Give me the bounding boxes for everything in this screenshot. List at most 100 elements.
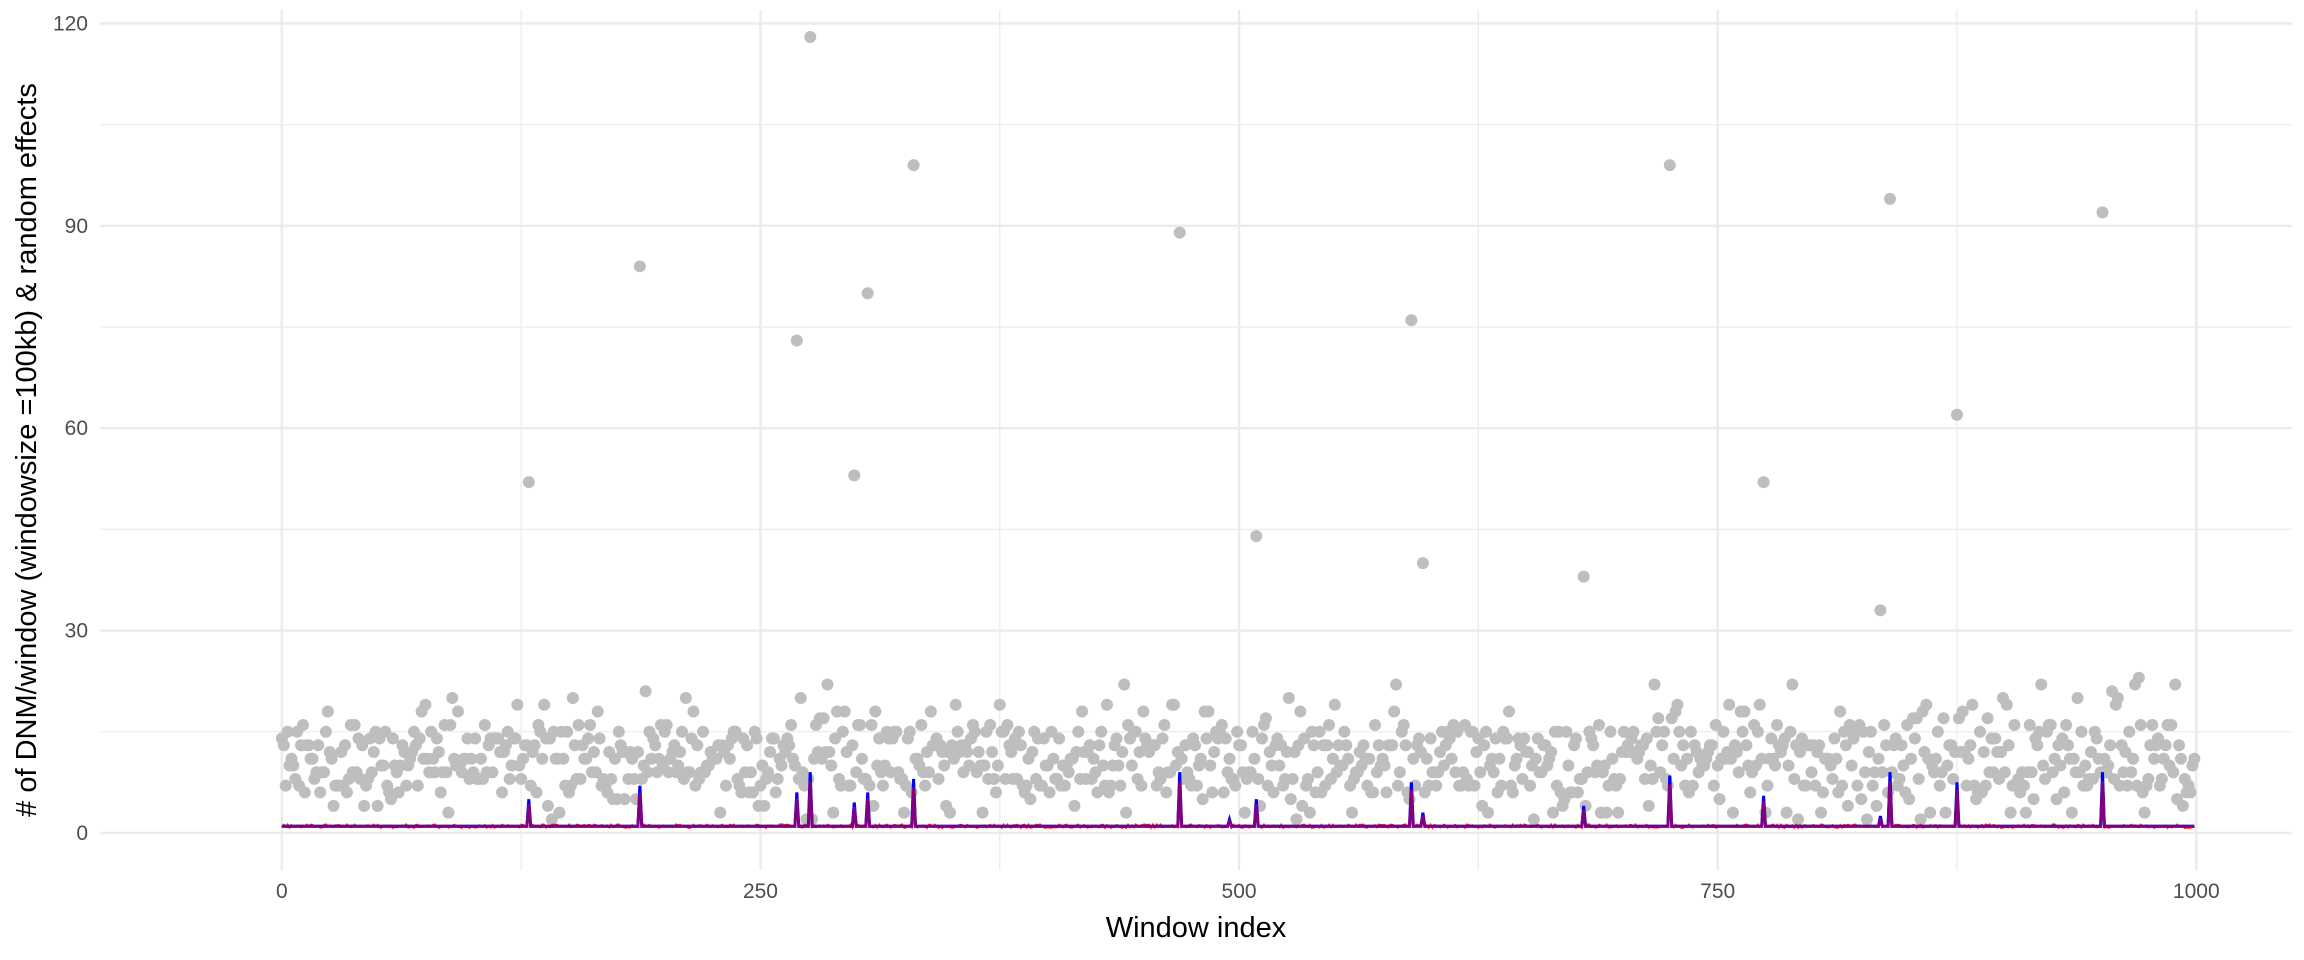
x-tick-label: 0 xyxy=(276,880,288,903)
data-point xyxy=(1506,786,1519,799)
data-point xyxy=(861,287,874,300)
data-point xyxy=(1190,779,1203,792)
data-point xyxy=(1413,732,1426,745)
data-point xyxy=(298,786,311,799)
data-point xyxy=(1895,739,1908,752)
data-point xyxy=(1845,759,1858,772)
data-point xyxy=(1864,725,1877,738)
data-point xyxy=(2065,806,2078,819)
data-point xyxy=(561,725,574,738)
data-point xyxy=(306,752,319,765)
data-point xyxy=(984,718,997,731)
data-point xyxy=(2125,766,2138,779)
data-point xyxy=(993,698,1006,711)
data-point xyxy=(827,806,840,819)
data-point xyxy=(1487,766,1500,779)
data-point xyxy=(785,718,798,731)
y-tick-label: 90 xyxy=(65,215,88,238)
data-point xyxy=(1705,739,1718,752)
data-point xyxy=(1707,779,1720,792)
data-point xyxy=(978,759,991,772)
data-point xyxy=(1893,772,1906,785)
data-point xyxy=(1792,813,1805,826)
data-point xyxy=(951,725,964,738)
data-point xyxy=(762,766,775,779)
data-point xyxy=(1250,530,1263,543)
data-point xyxy=(1571,786,1584,799)
data-point xyxy=(496,786,509,799)
data-point xyxy=(767,732,780,745)
data-point xyxy=(848,469,861,482)
data-point xyxy=(1587,739,1600,752)
data-point xyxy=(2184,786,2197,799)
data-point xyxy=(2037,759,2050,772)
data-point xyxy=(277,739,290,752)
data-point xyxy=(486,766,499,779)
data-point xyxy=(1307,739,1320,752)
data-point xyxy=(327,799,340,812)
data-point xyxy=(1215,718,1228,731)
data-point xyxy=(949,698,962,711)
data-point xyxy=(377,759,390,772)
data-point xyxy=(1024,793,1037,806)
data-point xyxy=(924,705,937,718)
data-point xyxy=(1813,739,1826,752)
data-point xyxy=(1920,698,1933,711)
data-point xyxy=(915,718,928,731)
data-point xyxy=(986,745,999,758)
data-point xyxy=(846,739,859,752)
data-point xyxy=(1273,759,1286,772)
data-point xyxy=(1202,705,1215,718)
data-point xyxy=(825,759,838,772)
data-point xyxy=(750,732,763,745)
data-point xyxy=(1570,732,1583,745)
data-point xyxy=(1859,766,1872,779)
data-point xyxy=(2155,772,2168,785)
data-point xyxy=(1732,766,1745,779)
data-point xyxy=(465,752,478,765)
data-point xyxy=(1726,806,1739,819)
data-point xyxy=(1058,779,1071,792)
data-point xyxy=(321,705,334,718)
data-point xyxy=(1005,745,1018,758)
data-point xyxy=(587,745,600,758)
data-point xyxy=(1405,314,1418,327)
data-point xyxy=(1204,759,1217,772)
data-point xyxy=(1420,752,1433,765)
data-point xyxy=(1861,813,1874,826)
data-point xyxy=(478,718,491,731)
data-point xyxy=(1501,732,1514,745)
data-point xyxy=(287,759,300,772)
data-point xyxy=(1259,712,1272,725)
data-point xyxy=(1388,705,1401,718)
data-point xyxy=(2035,678,2048,691)
data-point xyxy=(1644,759,1657,772)
y-axis-title: # of DNM/window (windowsize =100kb) & ra… xyxy=(11,83,43,817)
data-point xyxy=(1937,712,1950,725)
data-point xyxy=(1062,766,1075,779)
data-point xyxy=(1328,698,1341,711)
data-point xyxy=(633,260,646,273)
data-point xyxy=(358,799,371,812)
data-point xyxy=(2017,779,2030,792)
data-point xyxy=(1323,718,1336,731)
data-point xyxy=(1681,752,1694,765)
data-point xyxy=(1870,799,1883,812)
data-point xyxy=(1391,779,1404,792)
data-point xyxy=(1924,806,1937,819)
data-point xyxy=(783,739,796,752)
data-point xyxy=(1950,408,1963,421)
data-point xyxy=(1503,705,1516,718)
data-point xyxy=(1267,786,1280,799)
data-point xyxy=(1933,779,1946,792)
data-point xyxy=(863,779,876,792)
data-point xyxy=(1301,772,1314,785)
data-point xyxy=(584,718,597,731)
data-point xyxy=(790,334,803,347)
data-point xyxy=(2169,678,2182,691)
data-point xyxy=(1592,718,1605,731)
data-point xyxy=(2019,806,2032,819)
data-point xyxy=(876,779,889,792)
data-point xyxy=(1784,725,1797,738)
